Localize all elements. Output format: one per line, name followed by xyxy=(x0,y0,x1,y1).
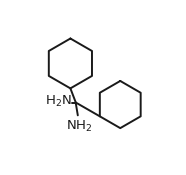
Text: NH$_2$: NH$_2$ xyxy=(66,119,92,134)
Text: H$_2$N: H$_2$N xyxy=(45,94,72,109)
